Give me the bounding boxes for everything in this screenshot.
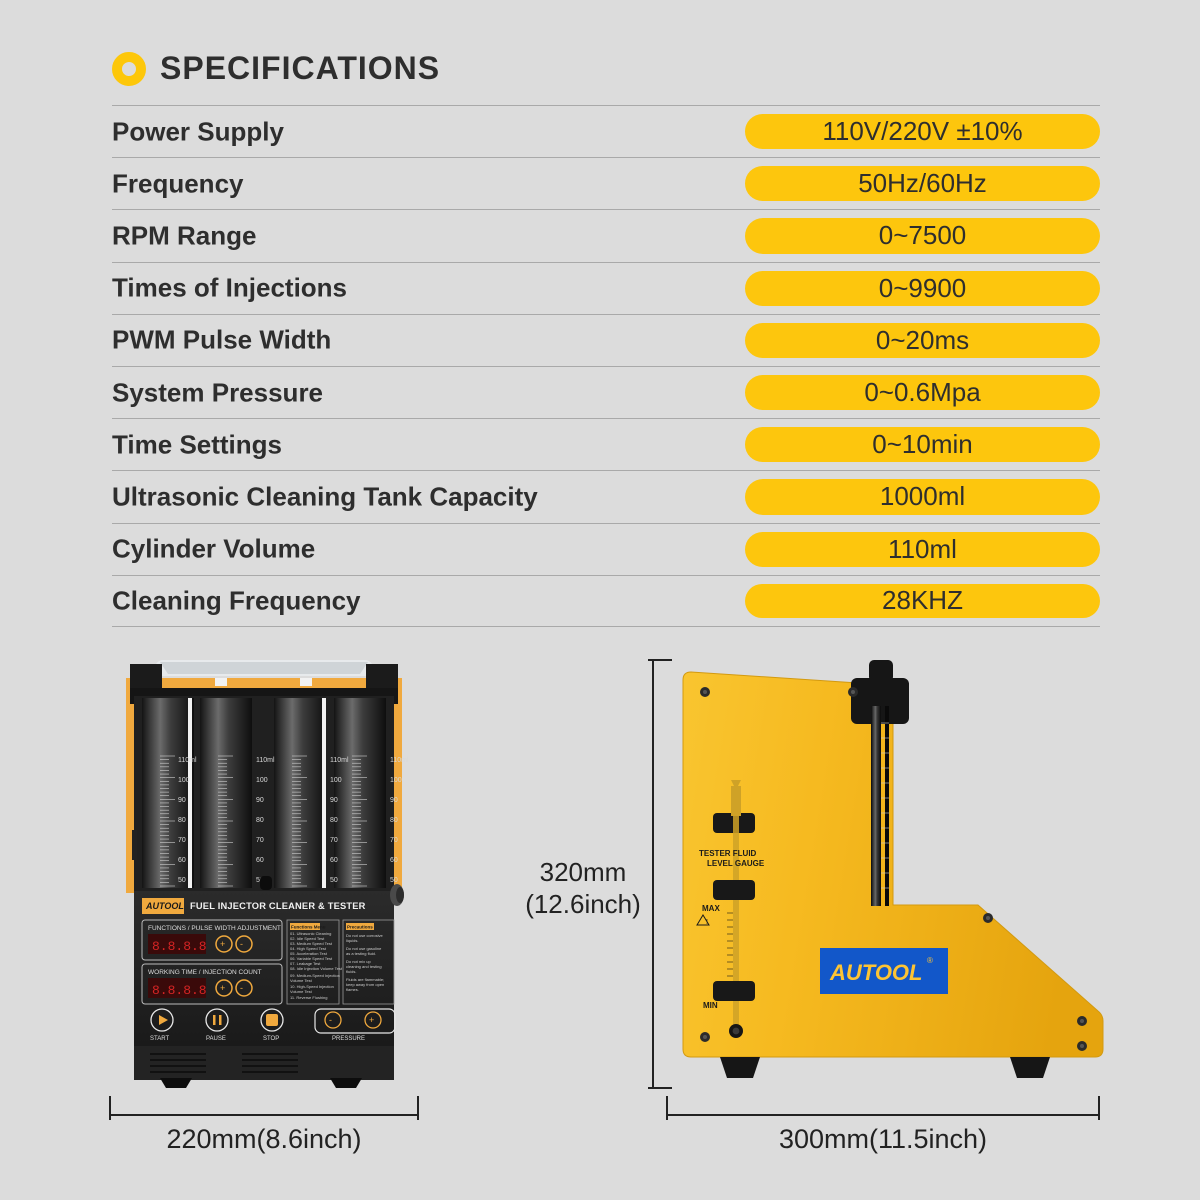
svg-text:®: ® (927, 956, 933, 965)
svg-text:TESTER FLUID: TESTER FLUID (699, 849, 757, 858)
svg-text:50: 50 (178, 877, 186, 884)
svg-text:Volume Test: Volume Test (290, 989, 313, 994)
svg-text:90: 90 (390, 797, 398, 804)
svg-text:fluids.: fluids. (346, 969, 356, 974)
svg-text:FUNCTIONS / PULSE WIDTH ADJUST: FUNCTIONS / PULSE WIDTH ADJUSTMENT (148, 925, 281, 932)
svg-text:LEVEL GAUGE: LEVEL GAUGE (707, 859, 765, 868)
svg-text:110ml: 110ml (256, 757, 275, 764)
svg-text:FUEL INJECTOR CLEANER & TESTER: FUEL INJECTOR CLEANER & TESTER (190, 901, 366, 911)
svg-text:50: 50 (390, 877, 398, 884)
svg-text:AUTOOL: AUTOOL (829, 960, 922, 985)
svg-text:80: 80 (178, 817, 186, 824)
svg-text:-: - (329, 1015, 332, 1025)
svg-text:Volume Test: Volume Test (290, 978, 313, 983)
svg-text:PRESSURE: PRESSURE (332, 1036, 365, 1042)
svg-text:PAUSE: PAUSE (206, 1036, 226, 1042)
svg-text:100: 100 (390, 777, 402, 784)
svg-text:Functions Menu: Functions Menu (291, 925, 326, 930)
svg-text:60: 60 (256, 857, 264, 864)
svg-text:AUTOOL: AUTOOL (145, 901, 184, 911)
svg-text:as a testing fluid.: as a testing fluid. (346, 951, 376, 956)
svg-text:+: + (220, 939, 225, 949)
svg-text:60: 60 (178, 857, 186, 864)
svg-text:!: ! (706, 919, 708, 926)
svg-text:-: - (240, 939, 243, 949)
svg-text:8.8.8.8: 8.8.8.8 (152, 983, 207, 998)
svg-text:08. Idle Injection Volume Test: 08. Idle Injection Volume Test (290, 966, 343, 971)
svg-text:MAX: MAX (702, 904, 720, 913)
svg-text:60: 60 (330, 857, 338, 864)
svg-text:70: 70 (330, 837, 338, 844)
svg-text:100: 100 (256, 777, 268, 784)
svg-text:100: 100 (178, 777, 190, 784)
svg-text:90: 90 (330, 797, 338, 804)
svg-text:70: 70 (256, 837, 264, 844)
svg-text:90: 90 (256, 797, 264, 804)
svg-text:60: 60 (390, 857, 398, 864)
svg-text:80: 80 (256, 817, 264, 824)
svg-text:80: 80 (390, 817, 398, 824)
svg-text:110ml: 110ml (390, 757, 408, 764)
svg-text:Precautions: Precautions (347, 925, 373, 930)
svg-text:START: START (150, 1036, 169, 1042)
svg-text:8.8.8.8: 8.8.8.8 (152, 939, 207, 954)
svg-text:110ml: 110ml (178, 757, 197, 764)
svg-text:liquids.: liquids. (346, 938, 358, 943)
svg-text:100: 100 (330, 777, 342, 784)
svg-text:90: 90 (178, 797, 186, 804)
svg-text:WORKING TIME / INJECTION COUNT: WORKING TIME / INJECTION COUNT (148, 969, 262, 976)
svg-text:50: 50 (330, 877, 338, 884)
svg-text:STOP: STOP (263, 1036, 279, 1042)
svg-text:MIN: MIN (703, 1001, 718, 1010)
svg-text:70: 70 (178, 837, 186, 844)
svg-text:70: 70 (390, 837, 398, 844)
svg-text:-: - (240, 983, 243, 993)
svg-text:110ml: 110ml (330, 757, 349, 764)
svg-text:+: + (369, 1015, 374, 1025)
svg-text:+: + (220, 983, 225, 993)
svg-text:80: 80 (330, 817, 338, 824)
svg-text:flames.: flames. (346, 987, 359, 992)
svg-text:11. Reverse Flushing: 11. Reverse Flushing (290, 995, 328, 1000)
